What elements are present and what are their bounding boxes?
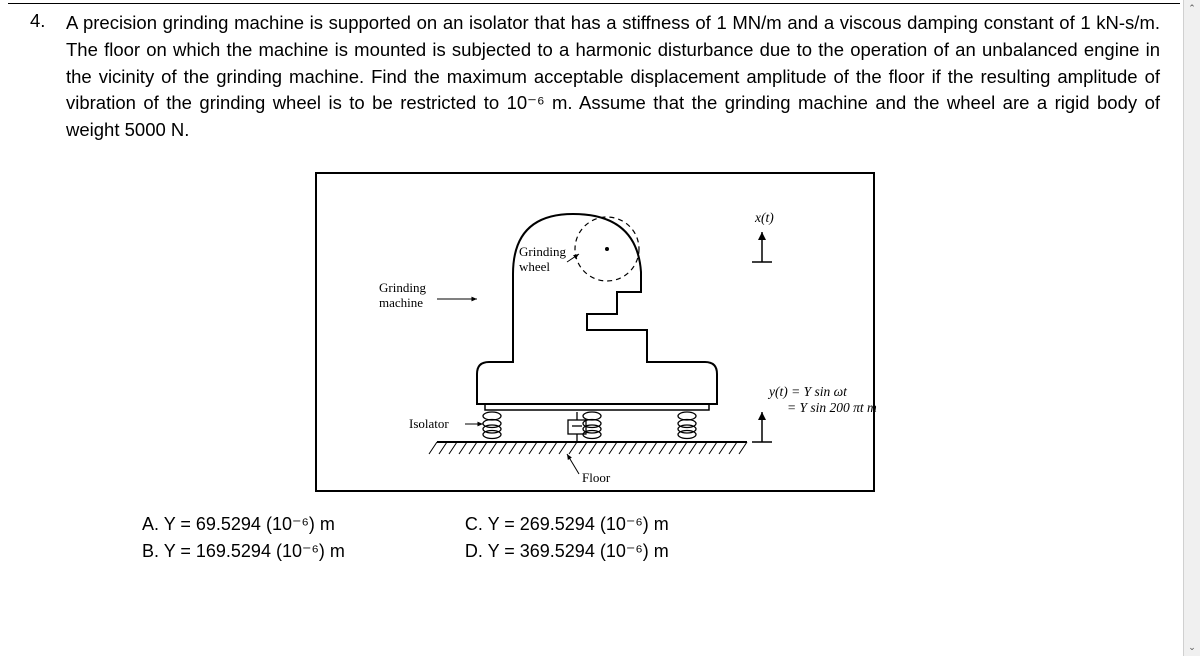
top-border xyxy=(8,3,1180,4)
figure-svg: GrindingmachineGrindingwheelIsolatorFloo… xyxy=(317,174,877,494)
svg-text:x(t): x(t) xyxy=(754,210,774,225)
figure-box: GrindingmachineGrindingwheelIsolatorFloo… xyxy=(315,172,875,492)
answer-a-text: Y = 69.5294 (10⁻⁶) m xyxy=(164,514,335,534)
svg-text:Grinding: Grinding xyxy=(519,244,566,259)
page-content: 4. A precision grinding machine is suppo… xyxy=(0,0,1200,572)
answer-b: B. Y = 169.5294 (10⁻⁶) m xyxy=(142,541,345,562)
svg-text:machine: machine xyxy=(379,295,423,310)
answers-col-left: A. Y = 69.5294 (10⁻⁶) m B. Y = 169.5294 … xyxy=(142,514,345,562)
answer-c-text: Y = 269.5294 (10⁻⁶) m xyxy=(488,514,669,534)
problem-text: A precision grinding machine is supporte… xyxy=(66,10,1160,144)
svg-text:= Y sin 200 πt m: = Y sin 200 πt m xyxy=(787,400,877,415)
problem-block: 4. A precision grinding machine is suppo… xyxy=(30,10,1160,144)
scroll-down-button[interactable]: ⌄ xyxy=(1184,639,1200,656)
problem-number: 4. xyxy=(30,10,54,144)
answer-d: D. Y = 369.5294 (10⁻⁶) m xyxy=(465,541,669,562)
svg-text:y(t) = Y sin ωt: y(t) = Y sin ωt xyxy=(767,384,848,399)
svg-text:Floor: Floor xyxy=(582,470,611,485)
svg-text:Grinding: Grinding xyxy=(379,280,426,295)
answer-c: C. Y = 269.5294 (10⁻⁶) m xyxy=(465,514,669,535)
scroll-up-button[interactable]: ⌃ xyxy=(1184,0,1200,17)
scrollbar[interactable]: ⌃ ⌄ xyxy=(1183,0,1200,656)
answer-a: A. Y = 69.5294 (10⁻⁶) m xyxy=(142,514,345,535)
figure-container: GrindingmachineGrindingwheelIsolatorFloo… xyxy=(30,172,1160,492)
answer-d-text: Y = 369.5294 (10⁻⁶) m xyxy=(488,541,669,561)
answers-col-right: C. Y = 269.5294 (10⁻⁶) m D. Y = 369.5294… xyxy=(465,514,669,562)
answer-b-text: Y = 169.5294 (10⁻⁶) m xyxy=(164,541,345,561)
svg-text:Isolator: Isolator xyxy=(409,416,449,431)
svg-text:wheel: wheel xyxy=(519,259,550,274)
answer-choices: A. Y = 69.5294 (10⁻⁶) m B. Y = 169.5294 … xyxy=(30,514,1160,562)
